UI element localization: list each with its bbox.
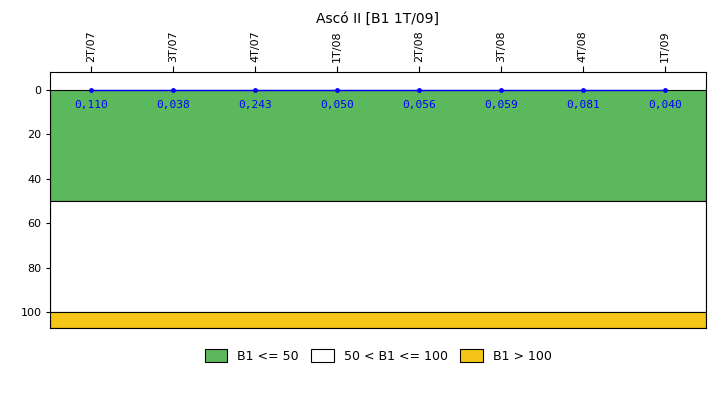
Text: 0,081: 0,081	[566, 100, 600, 110]
Bar	[50, 312, 706, 328]
Text: 0,056: 0,056	[402, 100, 436, 110]
Text: 0,059: 0,059	[484, 100, 518, 110]
Text: 0,038: 0,038	[156, 100, 190, 110]
Bar	[50, 201, 706, 312]
Text: 0,110: 0,110	[74, 100, 108, 110]
Bar	[50, 90, 706, 201]
Text: 0,050: 0,050	[320, 100, 354, 110]
Text: 0,243: 0,243	[238, 100, 272, 110]
Text: 0,040: 0,040	[648, 100, 682, 110]
Legend: B1 <= 50, 50 < B1 <= 100, B1 > 100: B1 <= 50, 50 < B1 <= 100, B1 > 100	[199, 344, 557, 368]
Title: Ascó II [B1 1T/09]: Ascó II [B1 1T/09]	[317, 12, 439, 26]
